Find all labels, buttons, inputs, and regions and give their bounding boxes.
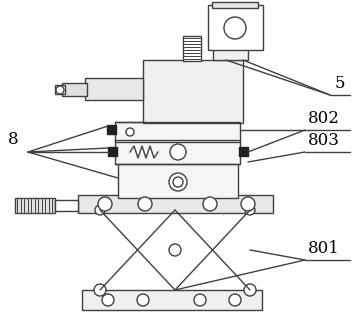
Circle shape xyxy=(94,284,106,296)
Bar xyxy=(212,2,258,8)
Circle shape xyxy=(170,144,186,160)
Bar xyxy=(78,195,273,213)
Bar xyxy=(82,290,262,310)
Bar xyxy=(118,162,238,198)
Circle shape xyxy=(194,294,206,306)
Circle shape xyxy=(244,284,256,296)
Bar xyxy=(115,122,240,142)
Text: 803: 803 xyxy=(308,132,340,149)
Circle shape xyxy=(245,205,255,215)
Bar xyxy=(85,78,143,100)
Bar xyxy=(213,38,248,60)
Bar xyxy=(115,140,240,164)
Bar xyxy=(239,147,248,156)
Circle shape xyxy=(241,197,255,211)
Text: 801: 801 xyxy=(308,240,340,257)
Bar xyxy=(55,200,78,211)
Circle shape xyxy=(98,197,112,211)
Circle shape xyxy=(138,197,152,211)
Circle shape xyxy=(173,177,183,187)
Circle shape xyxy=(56,86,64,94)
Circle shape xyxy=(169,244,181,256)
Circle shape xyxy=(224,17,246,39)
Circle shape xyxy=(203,197,217,211)
Text: 5: 5 xyxy=(335,75,346,92)
Text: 802: 802 xyxy=(308,110,340,127)
Circle shape xyxy=(102,294,114,306)
Circle shape xyxy=(229,294,241,306)
Text: 8: 8 xyxy=(8,131,19,148)
Circle shape xyxy=(95,205,105,215)
Bar xyxy=(208,5,263,50)
Bar xyxy=(55,85,65,94)
Bar xyxy=(107,125,116,134)
Circle shape xyxy=(126,128,134,136)
Bar xyxy=(183,36,201,61)
Circle shape xyxy=(137,294,149,306)
Bar xyxy=(143,60,243,123)
Bar xyxy=(62,83,87,96)
Bar xyxy=(108,147,117,156)
Circle shape xyxy=(169,173,187,191)
Bar xyxy=(15,198,55,213)
